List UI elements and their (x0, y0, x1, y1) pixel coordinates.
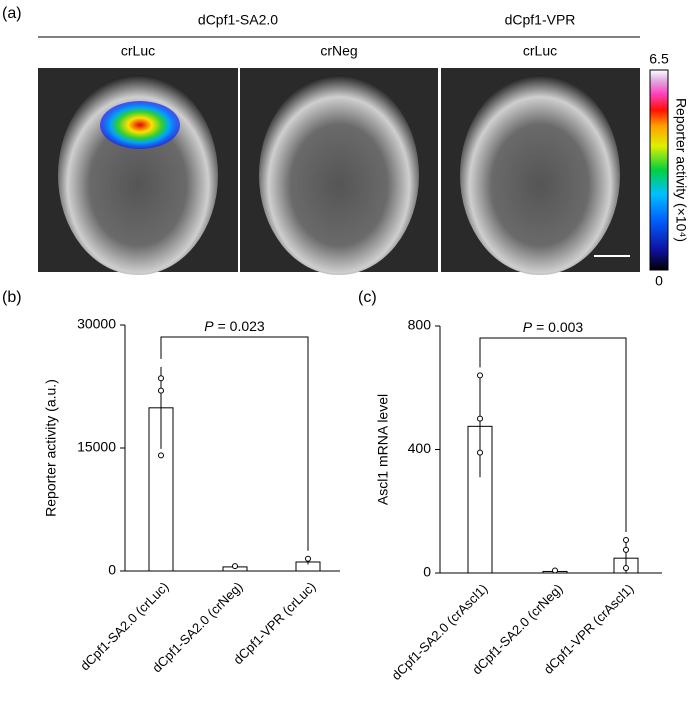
data-point (623, 536, 629, 543)
data-point (552, 567, 558, 574)
significance-label: P = 0.003 (523, 319, 584, 335)
p-symbol: P (523, 319, 533, 335)
image-label: crLuc (523, 43, 557, 59)
y-tick-label: 15000 (77, 439, 116, 455)
p-value: = 0.023 (218, 318, 265, 334)
y-axis-label: Reporter activity (a.u.) (43, 379, 59, 517)
image (441, 68, 640, 275)
significance-label: P = 0.023 (204, 318, 265, 334)
image (240, 68, 438, 275)
panel-label: (b) (2, 289, 22, 306)
colorbar-max: 6.5 (649, 51, 669, 67)
data-point (477, 449, 483, 456)
data-point (477, 372, 483, 379)
data-point (158, 375, 164, 382)
y-tick-label: 30000 (77, 316, 116, 332)
data-point (623, 565, 629, 572)
y-tick-label: 400 (408, 440, 432, 456)
p-value: = 0.003 (536, 319, 583, 335)
data-point (305, 555, 311, 562)
image-label: crLuc (121, 43, 155, 59)
data-point (232, 563, 238, 570)
data-point (623, 546, 629, 553)
group-label: dCpf1-SA2.0 (198, 12, 278, 28)
panel-a: (a) dCpf1-SA2.0 dCpf1-VPR crLuc crNeg cr… (2, 5, 689, 288)
significance-bracket (160, 336, 309, 551)
y-tick-label: 0 (423, 564, 431, 580)
y-tick-label: 0 (108, 562, 116, 578)
colorbar-min: 0 (655, 273, 663, 289)
panel-label: (a) (2, 5, 22, 22)
x-tick-label: dCpf1-VPR (crLuc) (230, 579, 318, 667)
data-point (477, 415, 483, 422)
image-label: crNeg (320, 43, 357, 59)
data-point (158, 452, 164, 459)
significance-bracket (479, 337, 627, 532)
colorbar (649, 69, 669, 271)
panel-label: (c) (358, 289, 377, 306)
colorbar-label: Reporter activity (×10⁴) (673, 98, 689, 242)
p-symbol: P (204, 318, 214, 334)
y-tick-label: 800 (408, 317, 432, 333)
image (38, 68, 238, 275)
y-axis-label: Ascl1 mRNA level (375, 394, 391, 505)
data-point (158, 387, 164, 394)
group-label: dCpf1-VPR (505, 12, 576, 28)
